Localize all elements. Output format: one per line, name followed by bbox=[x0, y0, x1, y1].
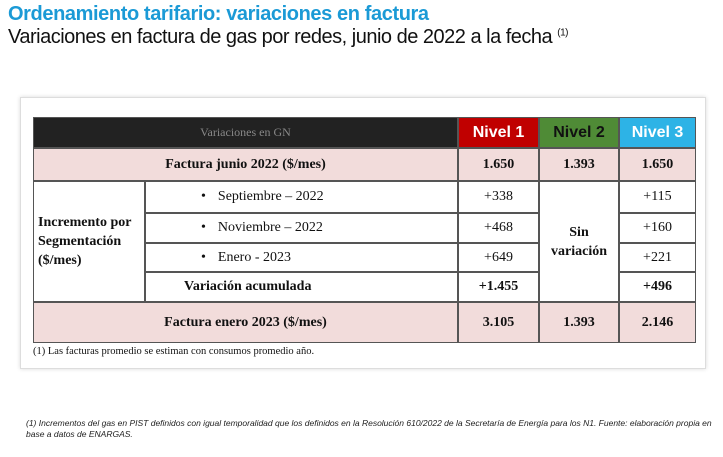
subtitle-text: Variaciones en factura de gas por redes,… bbox=[8, 26, 553, 48]
row-label-text: Factura enero 2023 ($/mes) bbox=[164, 314, 327, 330]
row-label-text: Factura junio 2022 ($/mes) bbox=[165, 156, 326, 172]
value-cell-text: 1.650 bbox=[641, 156, 674, 172]
bullet: • bbox=[201, 249, 206, 265]
value-cell-text: +1.455 bbox=[478, 279, 519, 294]
footnote: (1) Incrementos del gas en PIST definido… bbox=[26, 418, 712, 439]
row-label-text: Enero - 2023 bbox=[217, 249, 291, 265]
subtitle-note: (1) bbox=[557, 27, 568, 39]
value-cell-text: +115 bbox=[643, 189, 672, 204]
value-cell-text: +496 bbox=[643, 279, 672, 294]
subtitle: Variaciones en factura de gas por redes,… bbox=[8, 26, 568, 49]
value-cell: 1.393 bbox=[539, 302, 619, 343]
bullet: • bbox=[201, 220, 206, 235]
header-cell: Nivel 2 bbox=[539, 117, 619, 148]
row-label: Factura junio 2022 ($/mes) bbox=[33, 148, 458, 181]
value-cell: +115 bbox=[619, 181, 696, 213]
value-cell-text: +649 bbox=[484, 249, 513, 265]
header-cell-text: Nivel 3 bbox=[631, 123, 684, 141]
row-label: • Enero - 2023 bbox=[145, 243, 458, 272]
title: Ordenamiento tarifario: variaciones en f… bbox=[8, 3, 429, 25]
row-label-text: Variación acumulada bbox=[184, 279, 312, 294]
segment-label: Incremento por Segmentación ($/mes) bbox=[33, 181, 145, 302]
segment-nivel-2: Sin variación bbox=[539, 181, 619, 302]
header-cell: Variaciones en GN bbox=[33, 117, 458, 148]
value-cell-text: +338 bbox=[484, 189, 513, 204]
value-cell-text: +468 bbox=[484, 220, 513, 235]
segment-nivel-2-text: Sin variación bbox=[551, 224, 607, 259]
value-cell-text: 2.146 bbox=[641, 314, 674, 330]
value-cell: 1.650 bbox=[458, 148, 539, 181]
header-cell: Nivel 1 bbox=[458, 117, 539, 148]
value-cell: 2.146 bbox=[619, 302, 696, 343]
row-label-text: Noviembre – 2022 bbox=[217, 220, 323, 235]
value-cell: +649 bbox=[458, 243, 539, 272]
row-label-text: Septiembre – 2022 bbox=[217, 189, 324, 204]
header-cell-text: Variaciones en GN bbox=[200, 125, 291, 139]
value-cell: 3.105 bbox=[458, 302, 539, 343]
value-cell: +338 bbox=[458, 181, 539, 213]
table-frame bbox=[20, 97, 706, 369]
value-cell-text: 3.105 bbox=[482, 314, 515, 330]
value-cell-text: 1.650 bbox=[482, 156, 515, 172]
header-cell-text: Nivel 1 bbox=[472, 123, 525, 141]
value-cell: +221 bbox=[619, 243, 696, 272]
value-cell-text: +221 bbox=[643, 249, 672, 265]
value-cell: +496 bbox=[619, 272, 696, 302]
row-label: • Noviembre – 2022 bbox=[145, 213, 458, 243]
value-cell-text: 1.393 bbox=[563, 314, 595, 330]
value-cell: +468 bbox=[458, 213, 539, 243]
value-cell: 1.650 bbox=[619, 148, 696, 181]
row-label: • Septiembre – 2022 bbox=[145, 181, 458, 213]
value-cell-text: 1.393 bbox=[563, 156, 595, 172]
value-cell: 1.393 bbox=[539, 148, 619, 181]
value-cell-text: +160 bbox=[643, 220, 672, 235]
row-label: Factura enero 2023 ($/mes) bbox=[33, 302, 458, 343]
bullet: • bbox=[201, 189, 206, 204]
header-cell: Nivel 3 bbox=[619, 117, 696, 148]
row-label: Variación acumulada bbox=[145, 272, 458, 302]
table-note: (1) Las facturas promedio se estiman con… bbox=[33, 346, 315, 357]
segment-label-text: Incremento por Segmentación ($/mes) bbox=[38, 215, 132, 268]
value-cell: +160 bbox=[619, 213, 696, 243]
header-cell-text: Nivel 2 bbox=[553, 123, 605, 141]
value-cell: +1.455 bbox=[458, 272, 539, 302]
